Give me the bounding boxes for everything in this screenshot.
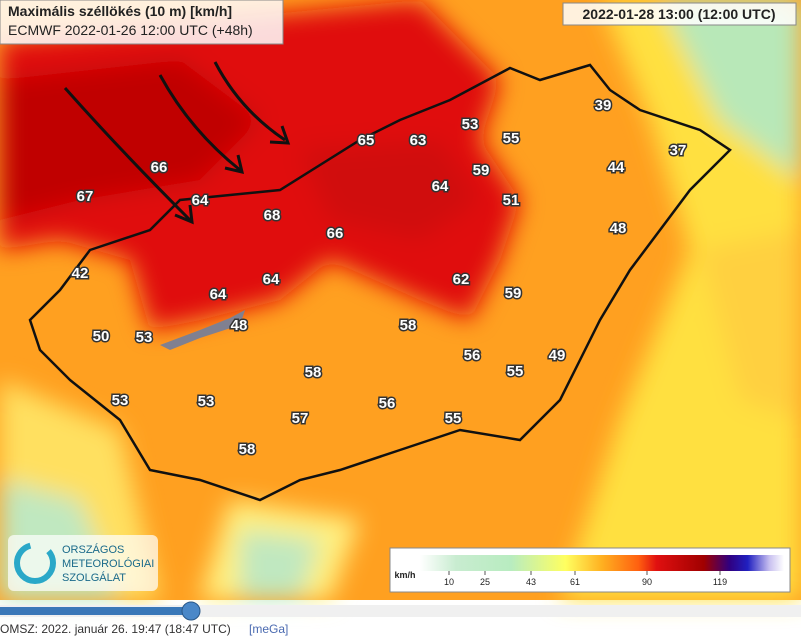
- value-label: 66: [327, 225, 344, 242]
- value-label: 57: [292, 410, 309, 427]
- legend-tick-label: 90: [642, 577, 652, 587]
- value-label: 64: [263, 271, 280, 288]
- value-label: 42: [72, 265, 89, 282]
- value-label: 64: [432, 178, 449, 195]
- value-label: 55: [507, 363, 524, 380]
- value-label: 48: [610, 220, 627, 237]
- logo: ORSZÁGOS METEOROLÓGIAI SZOLGÁLAT: [8, 535, 158, 591]
- value-label: 64: [210, 286, 227, 303]
- footer-text: OMSZ: 2022. január 26. 19:47 (18:47 UTC): [0, 622, 231, 636]
- value-label: 51: [503, 192, 520, 209]
- legend-tick-label: 10: [444, 577, 454, 587]
- legend: km/h 10 25 43 61 90 119: [389, 547, 791, 593]
- time-box: [562, 2, 797, 26]
- logo-line: ORSZÁGOS: [62, 543, 124, 556]
- value-label: 53: [198, 393, 215, 410]
- value-label: 58: [305, 364, 322, 381]
- value-label: 55: [503, 130, 520, 147]
- value-label: 44: [608, 159, 625, 176]
- value-label: 48: [231, 317, 248, 334]
- value-label: 68: [264, 207, 281, 224]
- slider-handle[interactable]: [181, 601, 201, 621]
- logo-line: METEOROLÓGIAI: [62, 557, 154, 570]
- value-label: 53: [112, 392, 129, 409]
- wind-field: [0, 0, 801, 600]
- value-label: 59: [473, 162, 490, 179]
- lake: [160, 310, 245, 350]
- valid-time: 2022-01-28 13:00 (12:00 UTC): [583, 6, 776, 22]
- legend-tick-label: 61: [570, 577, 580, 587]
- value-label: 64: [192, 192, 209, 209]
- slider-track[interactable]: [0, 605, 801, 617]
- slider-progress: [0, 607, 190, 615]
- legend-tick-label: 119: [713, 577, 727, 587]
- value-label: 63: [410, 132, 427, 149]
- value-label: 37: [670, 142, 687, 159]
- legend-tick-label: 25: [480, 577, 490, 587]
- value-label: 53: [136, 329, 153, 346]
- value-label: 58: [239, 441, 256, 458]
- legend-unit: km/h: [394, 570, 415, 580]
- footer-link[interactable]: [meGa]: [249, 622, 288, 636]
- title: Maximális széllökés (10 m) [km/h]: [8, 3, 232, 19]
- header-box: [0, 0, 284, 45]
- value-label: 56: [464, 347, 481, 364]
- value-label: 55: [445, 410, 462, 427]
- value-label: 58: [400, 317, 417, 334]
- subtitle: ECMWF 2022-01-26 12:00 UTC (+48h): [8, 22, 253, 38]
- value-label: 53: [462, 116, 479, 133]
- value-label: 67: [77, 188, 94, 205]
- wind-arrows: [63, 61, 291, 225]
- map-labels: 39 53 55 65 63 37 44 66 59 64 67 64 51 68 48 66 42 64 62 59…: [70, 95, 688, 459]
- legend-tick-label: 43: [526, 577, 536, 587]
- country-border: [28, 63, 732, 502]
- value-label: 65: [358, 132, 375, 149]
- value-label: 50: [93, 328, 110, 345]
- value-label: 49: [549, 347, 566, 364]
- logo-line: SZOLGÁLAT: [62, 571, 126, 584]
- logo-mark: [14, 542, 56, 584]
- value-label: 66: [151, 159, 168, 176]
- value-label: 59: [505, 285, 522, 302]
- legend-ramp: [420, 555, 784, 571]
- value-label: 62: [453, 271, 470, 288]
- value-label: 39: [595, 97, 612, 114]
- value-label: 56: [379, 395, 396, 412]
